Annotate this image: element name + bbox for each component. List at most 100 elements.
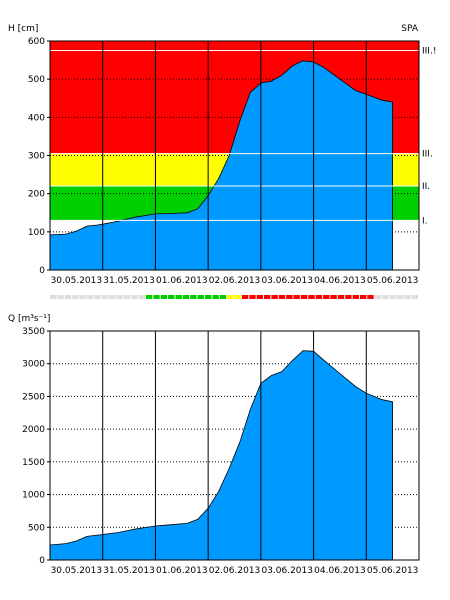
status-segment	[234, 295, 241, 299]
y-tick-label: 1000	[22, 491, 45, 501]
status-segment	[404, 295, 411, 299]
status-segment	[264, 295, 271, 299]
x-tick-label: 03.06.2013	[261, 566, 313, 576]
top-y-axis-label: H [cm]	[8, 24, 38, 34]
flood-level-label: III.	[422, 150, 433, 160]
flood-level-label: II.	[422, 182, 430, 192]
status-segment	[190, 295, 197, 299]
status-segment	[293, 295, 300, 299]
status-segment	[182, 295, 190, 299]
bottom-x-tick-labels: 30.05.2013 31.05.2013 01.06.2013 02.06.2013…	[51, 566, 419, 576]
y-tick-label: 0	[39, 266, 45, 276]
status-segment	[50, 295, 57, 299]
flood-level-labels: I. II. III. III.!	[422, 47, 436, 227]
status-segment	[219, 295, 227, 299]
status-segment	[138, 295, 145, 299]
y-tick-label: 600	[28, 37, 45, 47]
status-segment	[116, 295, 123, 299]
x-tick-label: 01.06.2013	[156, 566, 208, 576]
status-segment	[330, 295, 337, 299]
status-segment	[249, 295, 256, 299]
top-x-tick-labels: 30.05.2013 31.05.2013 01.06.2013 02.06.2013…	[51, 276, 419, 286]
flood-threshold-lines	[50, 50, 419, 221]
status-segment	[389, 295, 396, 299]
x-tick-label: 31.05.2013	[103, 566, 155, 576]
status-segment	[271, 295, 278, 299]
status-segment	[153, 295, 160, 299]
y-tick-label: 500	[28, 75, 45, 85]
x-tick-label: 03.06.2013	[261, 276, 313, 286]
y-tick-label: 300	[28, 152, 45, 162]
status-segment	[94, 295, 101, 299]
x-tick-label: 31.05.2013	[103, 276, 155, 286]
status-segment	[360, 295, 367, 299]
status-segment	[205, 295, 212, 299]
bottom-day-gridlines	[102, 331, 367, 560]
y-tick-label: 3000	[22, 360, 45, 370]
y-tick-label: 1500	[22, 458, 45, 468]
status-segment	[160, 295, 168, 299]
status-segment	[256, 295, 263, 299]
status-segment	[212, 295, 219, 299]
x-tick-label: 04.06.2013	[314, 276, 366, 286]
discharge-area	[49, 350, 393, 561]
discharge-chart: 0 500 1000 1500 2000 2500 3000 3500 30.05.2013 3…	[8, 314, 420, 576]
x-tick-label: 05.06.2013	[367, 566, 419, 576]
status-segment	[411, 295, 418, 299]
x-tick-label: 02.06.2013	[209, 276, 261, 286]
status-segment	[315, 295, 323, 299]
status-segment	[197, 295, 204, 299]
y-tick-label: 100	[28, 228, 45, 238]
status-segment	[64, 295, 72, 299]
y-tick-label: 2500	[22, 392, 45, 402]
bottom-y-axis-label: Q [m³s⁻¹]	[8, 314, 50, 324]
water-level-chart: 0 100 200 300 400 500 600 30.05.2013 31.05.2013…	[8, 24, 436, 286]
x-tick-label: 30.05.2013	[51, 566, 103, 576]
status-segment	[286, 295, 293, 299]
status-segment	[308, 295, 315, 299]
status-segment	[337, 295, 345, 299]
status-segment	[345, 295, 352, 299]
bottom-y-tick-labels: 0 500 1000 1500 2000 2500 3000 3500	[22, 327, 50, 566]
x-tick-label: 30.05.2013	[51, 276, 103, 286]
status-segment	[123, 295, 131, 299]
status-segment	[278, 295, 286, 299]
status-segment	[145, 295, 153, 299]
y-tick-label: 0	[39, 556, 45, 566]
flood-level-label: III.!	[422, 47, 436, 57]
status-segment	[72, 295, 79, 299]
y-tick-label: 400	[28, 113, 45, 123]
status-segment	[382, 295, 389, 299]
status-segment	[241, 295, 249, 299]
x-tick-label: 05.06.2013	[367, 276, 419, 286]
status-segment	[101, 295, 109, 299]
status-segment	[227, 295, 234, 299]
y-tick-label: 3500	[22, 327, 45, 337]
flood-status-bar	[50, 295, 418, 299]
status-segment	[131, 295, 138, 299]
top-day-gridlines	[102, 41, 367, 270]
status-segment	[86, 295, 94, 299]
status-segment	[374, 295, 382, 299]
top-y-tick-labels: 0 100 200 300 400 500 600	[28, 37, 50, 276]
status-segment	[175, 295, 182, 299]
status-segment	[323, 295, 330, 299]
status-segment	[352, 295, 359, 299]
x-tick-label: 04.06.2013	[314, 566, 366, 576]
water-level-area	[49, 60, 393, 271]
x-tick-label: 01.06.2013	[156, 276, 208, 286]
status-segment	[396, 295, 404, 299]
flood-level-label: I.	[422, 216, 428, 226]
y-tick-label: 2000	[22, 425, 45, 435]
status-segment	[300, 295, 308, 299]
status-segment	[109, 295, 116, 299]
x-tick-label: 02.06.2013	[209, 566, 261, 576]
status-segment	[79, 295, 86, 299]
status-segment	[57, 295, 64, 299]
status-segment	[367, 295, 374, 299]
station-code: SPA	[401, 24, 419, 34]
status-segment	[168, 295, 175, 299]
bottom-plot-frame	[49, 330, 420, 561]
y-tick-label: 200	[28, 190, 45, 200]
